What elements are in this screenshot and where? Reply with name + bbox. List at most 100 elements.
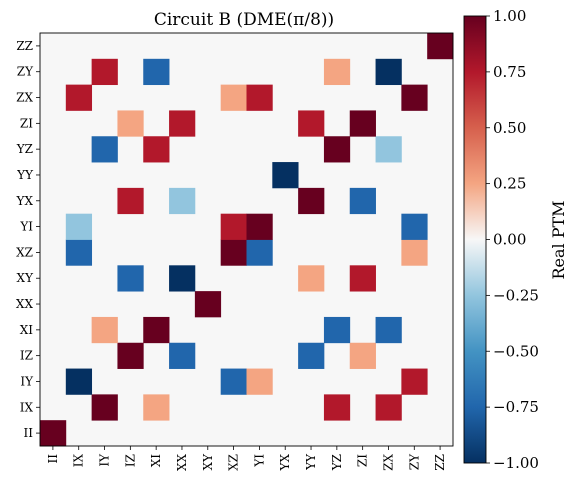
heatmap-cell bbox=[272, 162, 299, 189]
y-tick-label: XY bbox=[17, 271, 35, 285]
heatmap-cell bbox=[246, 84, 273, 111]
heatmap-cell bbox=[117, 187, 144, 215]
colorbar-tick-label: 1.00 bbox=[493, 7, 526, 25]
y-tick-label: YY bbox=[16, 168, 34, 182]
heatmap-cell bbox=[220, 239, 247, 266]
heatmap-cell bbox=[117, 265, 144, 292]
x-tick-label: ZZ bbox=[433, 454, 447, 471]
x-tick-label: IY bbox=[98, 453, 112, 467]
heatmap-cell bbox=[246, 368, 273, 395]
heatmap-cell bbox=[220, 84, 247, 111]
y-tick-label: YX bbox=[16, 194, 34, 208]
colorbar-ticks: −1.00 −0.75 −0.50 −0.25 0.00 0.25 0.50 0.75 1.00 bbox=[486, 7, 539, 472]
heatmap-cell bbox=[401, 368, 428, 395]
heatmap-cell bbox=[323, 136, 351, 163]
heatmap-cell bbox=[298, 342, 325, 369]
heatmap-cell bbox=[375, 136, 402, 163]
heatmap-cell bbox=[246, 213, 273, 240]
heatmap-cell bbox=[65, 213, 93, 240]
heatmap-cell bbox=[40, 420, 67, 447]
heatmap-cell bbox=[169, 342, 196, 369]
colorbar-gradient bbox=[463, 15, 487, 464]
colorbar-tick-label: 0.75 bbox=[493, 63, 526, 81]
y-tick-label: ZZ bbox=[16, 39, 33, 53]
heatmap-cell bbox=[349, 110, 376, 137]
heatmap-cell bbox=[220, 213, 247, 240]
heatmap-cell bbox=[91, 316, 118, 344]
heatmap-frame bbox=[39, 32, 454, 447]
x-tick-label: YZ bbox=[330, 454, 344, 471]
heatmap-cell bbox=[117, 110, 144, 137]
heatmap-cell bbox=[298, 110, 325, 137]
heatmap-cell bbox=[349, 265, 376, 292]
colorbar bbox=[463, 15, 487, 464]
x-tick-label: IX bbox=[72, 454, 86, 468]
heatmap-cell bbox=[91, 58, 118, 86]
x-tick-label: IZ bbox=[123, 454, 137, 467]
y-tick-label: YZ bbox=[16, 142, 33, 156]
heatmap-cell bbox=[143, 394, 170, 421]
x-tick-label: ZX bbox=[381, 454, 395, 471]
heatmap-cell bbox=[65, 239, 93, 266]
plot-border bbox=[39, 32, 454, 447]
x-tick-label: ZI bbox=[356, 454, 370, 467]
heatmap-cell bbox=[349, 187, 376, 215]
heatmap-cell bbox=[220, 368, 247, 395]
colorbar-tick-label: 0.25 bbox=[493, 175, 526, 193]
heatmap-cell bbox=[401, 213, 428, 240]
heatmap-cell bbox=[143, 136, 170, 163]
y-tick-label: II bbox=[24, 426, 34, 440]
x-tick-label: XZ bbox=[227, 454, 241, 471]
y-tick-label: IZ bbox=[20, 349, 33, 363]
x-tick-label: YX bbox=[278, 454, 292, 472]
y-axis-ticks: II IX IY IZ XI XX XY XZ YI YX YY YZ ZI ZX ZY ZZ bbox=[16, 39, 40, 440]
y-tick-label: ZY bbox=[17, 65, 34, 79]
y-tick-label: YI bbox=[19, 220, 33, 234]
heatmap-cell bbox=[65, 368, 93, 395]
x-axis-ticks: II IX IY IZ XI XX XY XZ YI YX YY YZ ZI ZX ZY ZZ bbox=[46, 446, 447, 471]
heatmap-cell bbox=[246, 239, 273, 266]
y-tick-label: IX bbox=[20, 400, 34, 414]
x-tick-label: XX bbox=[175, 454, 189, 472]
heatmap-cell bbox=[375, 58, 402, 86]
heatmap-cell bbox=[375, 316, 402, 344]
colorbar-tick-label: −1.00 bbox=[493, 454, 539, 472]
y-tick-label: IY bbox=[20, 374, 34, 388]
colorbar-tick-label: 0.50 bbox=[493, 119, 526, 137]
colorbar-tick-label: −0.75 bbox=[493, 398, 539, 416]
colorbar-tick-label: −0.25 bbox=[493, 286, 539, 304]
colorbar-tick-label: 0.00 bbox=[493, 231, 526, 249]
y-tick-label: XX bbox=[16, 297, 34, 311]
heatmap-cell bbox=[65, 84, 93, 111]
heatmap-cell bbox=[349, 342, 376, 369]
heatmap-cell bbox=[298, 187, 325, 215]
colorbar-label: Real PTM bbox=[549, 200, 568, 279]
heatmap-cell bbox=[194, 291, 222, 318]
x-tick-label: II bbox=[46, 454, 60, 464]
heatmap-cell bbox=[91, 394, 118, 421]
y-tick-label: XI bbox=[20, 323, 34, 337]
heatmap-cell bbox=[91, 136, 118, 163]
x-tick-label: YY bbox=[304, 453, 318, 471]
heatmap-cell bbox=[427, 33, 454, 60]
heatmap-cell bbox=[169, 265, 196, 292]
heatmap-cell bbox=[298, 265, 325, 292]
heatmap-cell bbox=[323, 58, 351, 86]
chart-title: Circuit B (DME(π/8)) bbox=[154, 10, 334, 30]
y-tick-label: ZX bbox=[16, 91, 33, 105]
heatmap-cell bbox=[401, 84, 428, 111]
x-tick-label: YI bbox=[252, 454, 266, 468]
heatmap-cell bbox=[169, 187, 196, 215]
heatmap-cell bbox=[401, 239, 428, 266]
heatmap-cell bbox=[143, 58, 170, 86]
heatmap-cell bbox=[169, 110, 196, 137]
y-tick-label: ZI bbox=[20, 116, 33, 130]
x-tick-label: XY bbox=[201, 453, 215, 471]
x-tick-label: XI bbox=[149, 454, 163, 468]
heatmap-cell bbox=[323, 316, 351, 344]
heatmap-cell bbox=[323, 394, 351, 421]
heatmap-cells bbox=[40, 33, 454, 447]
x-tick-label: ZY bbox=[407, 453, 421, 470]
colorbar-tick-label: −0.50 bbox=[493, 342, 539, 360]
